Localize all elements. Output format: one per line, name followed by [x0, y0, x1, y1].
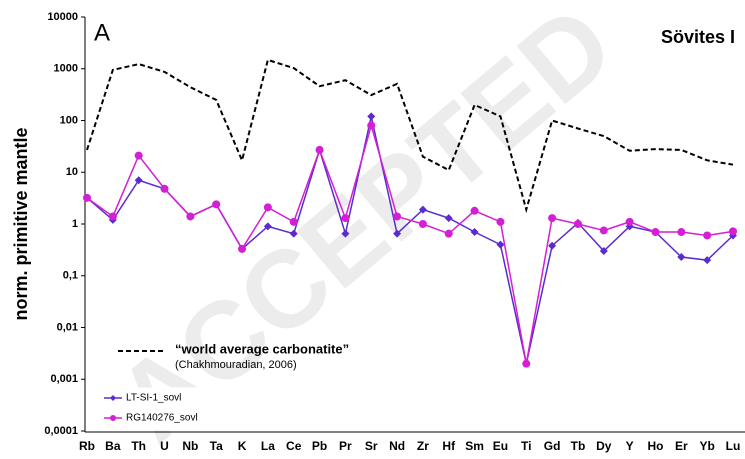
data-point	[677, 228, 686, 237]
data-point	[367, 112, 376, 121]
x-tick-label: Eu	[493, 439, 508, 453]
data-point	[703, 256, 712, 265]
series-line	[86, 58, 734, 214]
x-tick-label: Yb	[699, 439, 714, 453]
data-point	[263, 222, 272, 231]
data-point	[496, 217, 505, 226]
data-point	[418, 220, 427, 228]
x-tick-label: Ce	[286, 439, 302, 453]
data-point	[341, 214, 350, 223]
y-tick-label: 1	[72, 218, 78, 230]
data-point	[186, 212, 195, 221]
data-point	[108, 212, 117, 221]
legend-label: “world average carbonatite”	[175, 341, 349, 356]
data-point	[548, 241, 557, 250]
data-point	[625, 217, 634, 226]
x-tick-label: Sm	[465, 439, 484, 453]
data-point	[444, 229, 453, 238]
x-tick-label: Er	[675, 439, 688, 453]
data-point	[599, 226, 608, 235]
data-point	[573, 220, 582, 228]
x-tick-label: Gd	[544, 439, 561, 453]
data-point	[677, 253, 686, 262]
series-line	[86, 122, 734, 364]
x-tick-label: Rb	[79, 439, 95, 453]
x-tick-label: Ti	[521, 439, 531, 453]
y-tick-label: 1000	[54, 63, 78, 75]
legend-marker	[110, 415, 116, 421]
legend-label: RG140276_sovl	[126, 413, 198, 424]
x-tick-label: Sr	[365, 439, 378, 453]
y-axis-label: norm. primitive mantle	[11, 127, 31, 320]
data-point	[263, 203, 272, 212]
x-tick-label: K	[238, 439, 247, 453]
data-point	[160, 184, 169, 193]
x-tick-label: Pb	[312, 439, 327, 453]
y-tick-label: 10	[66, 166, 78, 178]
data-point	[703, 231, 712, 240]
data-point	[367, 121, 376, 130]
legend-box	[99, 387, 225, 431]
x-tick-label: U	[160, 439, 169, 453]
data-point	[522, 359, 531, 368]
data-point	[134, 151, 143, 160]
annotation: (Chakhmouradian, 2006)	[175, 359, 297, 371]
x-tick-label: Lu	[726, 439, 741, 453]
x-tick-label: Ho	[647, 439, 663, 453]
y-tick-label: 0,0001	[44, 425, 78, 437]
x-tick-label: Ba	[105, 439, 121, 453]
legend-label: LT-SI-1_sovl	[126, 393, 181, 404]
data-point	[393, 212, 402, 221]
x-tick-label: Th	[131, 439, 146, 453]
x-tick-label: Zr	[417, 439, 429, 453]
y-tick-label: 0,001	[50, 373, 78, 385]
data-point	[496, 240, 505, 249]
data-point	[651, 228, 660, 237]
data-point	[341, 229, 350, 238]
y-tick-label: 0,1	[63, 270, 78, 282]
data-point	[134, 176, 143, 185]
x-tick-label: Nb	[182, 439, 198, 453]
y-tick-label: 0,01	[57, 321, 78, 333]
y-tick-label: 10000	[47, 11, 78, 23]
data-point	[729, 227, 737, 236]
x-tick-label: Dy	[596, 439, 612, 453]
data-point	[212, 200, 221, 209]
data-point	[599, 247, 608, 256]
data-point	[548, 214, 557, 223]
x-tick-label: Y	[626, 439, 634, 453]
chart-title: Sövites I	[661, 27, 735, 47]
data-point	[393, 229, 402, 238]
y-tick-label: 100	[60, 114, 78, 126]
data-point	[418, 205, 427, 214]
data-point	[470, 228, 479, 237]
x-tick-label: Nd	[389, 439, 405, 453]
x-tick-label: Tb	[571, 439, 586, 453]
x-tick-label: Pr	[339, 439, 352, 453]
data-point	[315, 145, 324, 154]
data-point	[289, 217, 298, 226]
data-point	[83, 193, 91, 202]
data-point	[289, 229, 298, 238]
data-point	[444, 214, 453, 223]
x-tick-label: La	[261, 439, 275, 453]
data-point	[470, 206, 479, 215]
x-tick-label: Hf	[442, 439, 456, 453]
x-tick-label: Ta	[210, 439, 223, 453]
data-point	[238, 244, 247, 253]
panel-label: A	[94, 19, 110, 46]
legend-marker	[110, 395, 116, 401]
